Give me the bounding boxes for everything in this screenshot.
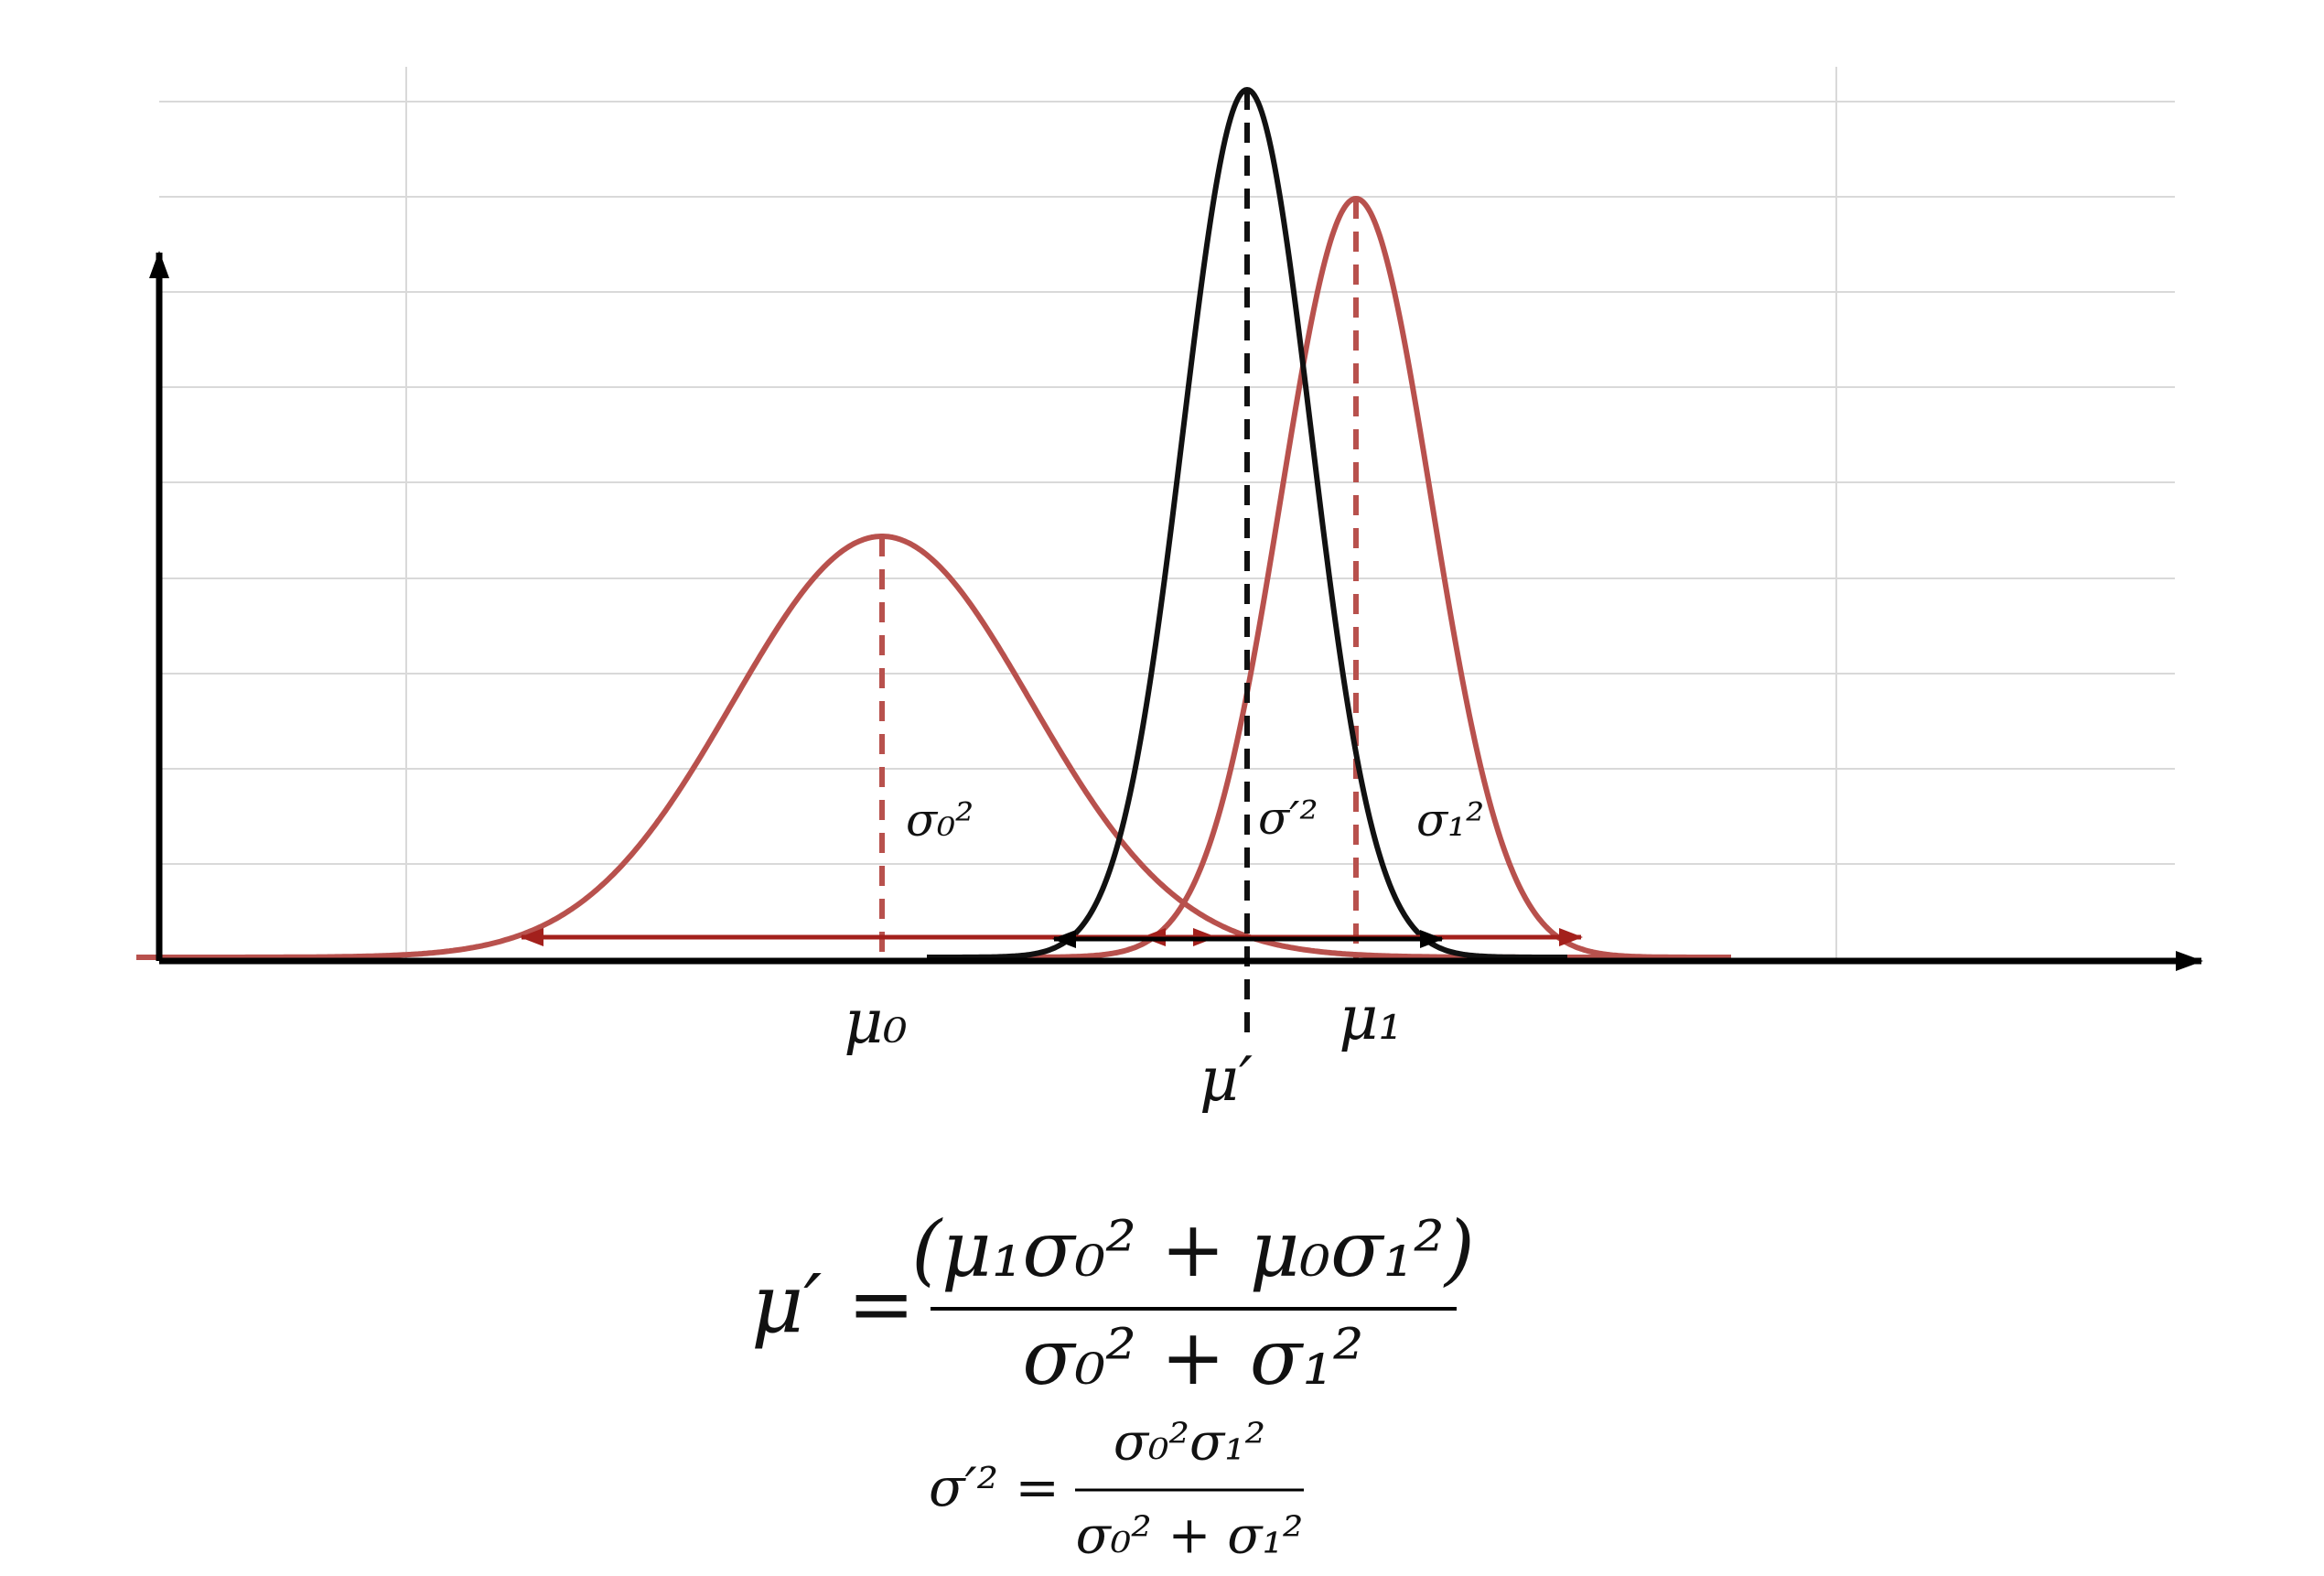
- curves: [136, 86, 1731, 1034]
- sigma0-label: σ₀²: [906, 793, 974, 847]
- mu-prime-label: μ′: [1200, 1044, 1253, 1115]
- variance-formula-denominator: σ₀² + σ₁²: [1076, 1506, 1304, 1566]
- mean-formula-denominator: σ₀² + σ₁²: [1022, 1312, 1363, 1402]
- sigma1-label: σ₁²: [1416, 793, 1484, 847]
- mean-formula-numerator: (μ₁σ₀² + μ₀σ₁²): [911, 1204, 1474, 1294]
- variance-formula-numerator: σ₀²σ₁²: [1114, 1413, 1265, 1473]
- mean-formula-lhs: μ′ =: [751, 1257, 915, 1351]
- grid: [159, 67, 2175, 961]
- sigma-prime-label: σ′²: [1258, 792, 1318, 845]
- mu1-label: μ₁: [1339, 983, 1402, 1053]
- variance-formula-lhs: σ′² =: [929, 1456, 1060, 1518]
- mu0-label: μ₀: [844, 987, 907, 1057]
